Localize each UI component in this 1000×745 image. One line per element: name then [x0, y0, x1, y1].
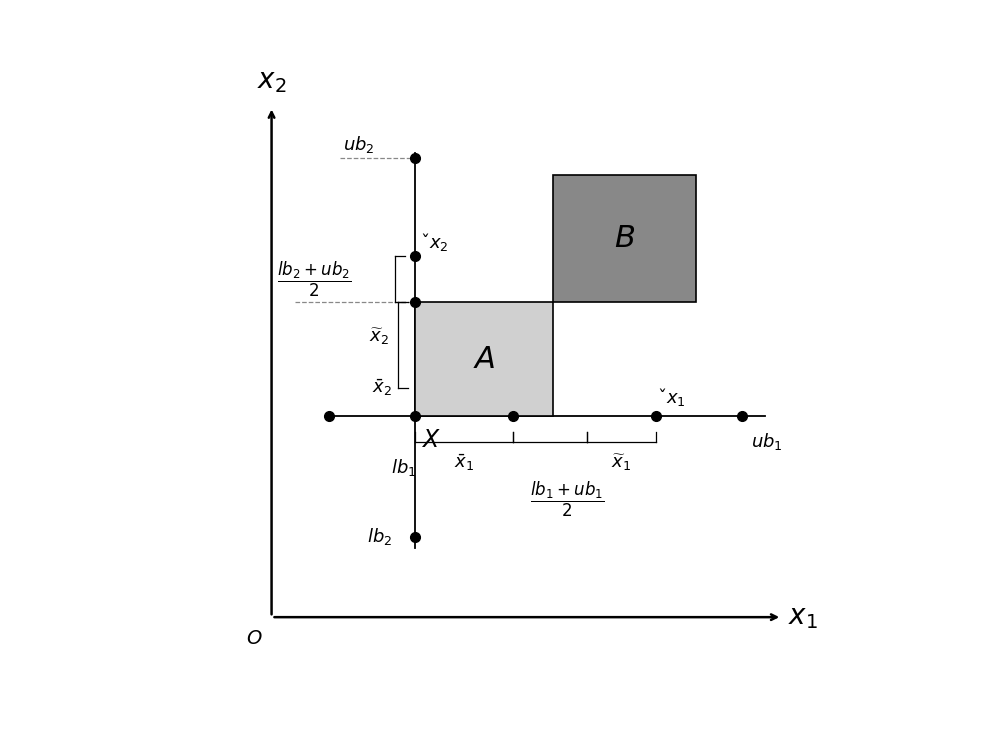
Text: $B$: $B$	[614, 224, 635, 253]
Text: $\check{x}_1$: $\check{x}_1$	[659, 386, 686, 408]
Text: $X$: $X$	[421, 428, 440, 452]
Text: $x_1$: $x_1$	[788, 603, 818, 631]
Text: $\bar{x}_1$: $\bar{x}_1$	[454, 452, 474, 473]
Text: $x_2$: $x_2$	[257, 67, 286, 95]
Text: $\check{x}_2$: $\check{x}_2$	[422, 231, 449, 253]
Text: $\dfrac{lb_2+ub_2}{2}$: $\dfrac{lb_2+ub_2}{2}$	[277, 259, 352, 299]
Bar	[415, 302, 553, 416]
Text: $A$: $A$	[473, 344, 495, 373]
Text: $ub_1$: $ub_1$	[751, 431, 782, 451]
Bar	[553, 176, 696, 302]
Text: $ub_2$: $ub_2$	[343, 134, 375, 156]
Text: $\widetilde{x}_1$: $\widetilde{x}_1$	[611, 452, 632, 473]
Text: $O$: $O$	[246, 629, 263, 647]
Text: $lb_1$: $lb_1$	[391, 457, 416, 478]
Text: $\bar{x}_2$: $\bar{x}_2$	[372, 378, 392, 398]
Text: $lb_2$: $lb_2$	[367, 527, 392, 548]
Text: $\dfrac{lb_1+ub_1}{2}$: $\dfrac{lb_1+ub_1}{2}$	[530, 480, 604, 519]
Text: $\widetilde{x}_2$: $\widetilde{x}_2$	[369, 326, 389, 346]
